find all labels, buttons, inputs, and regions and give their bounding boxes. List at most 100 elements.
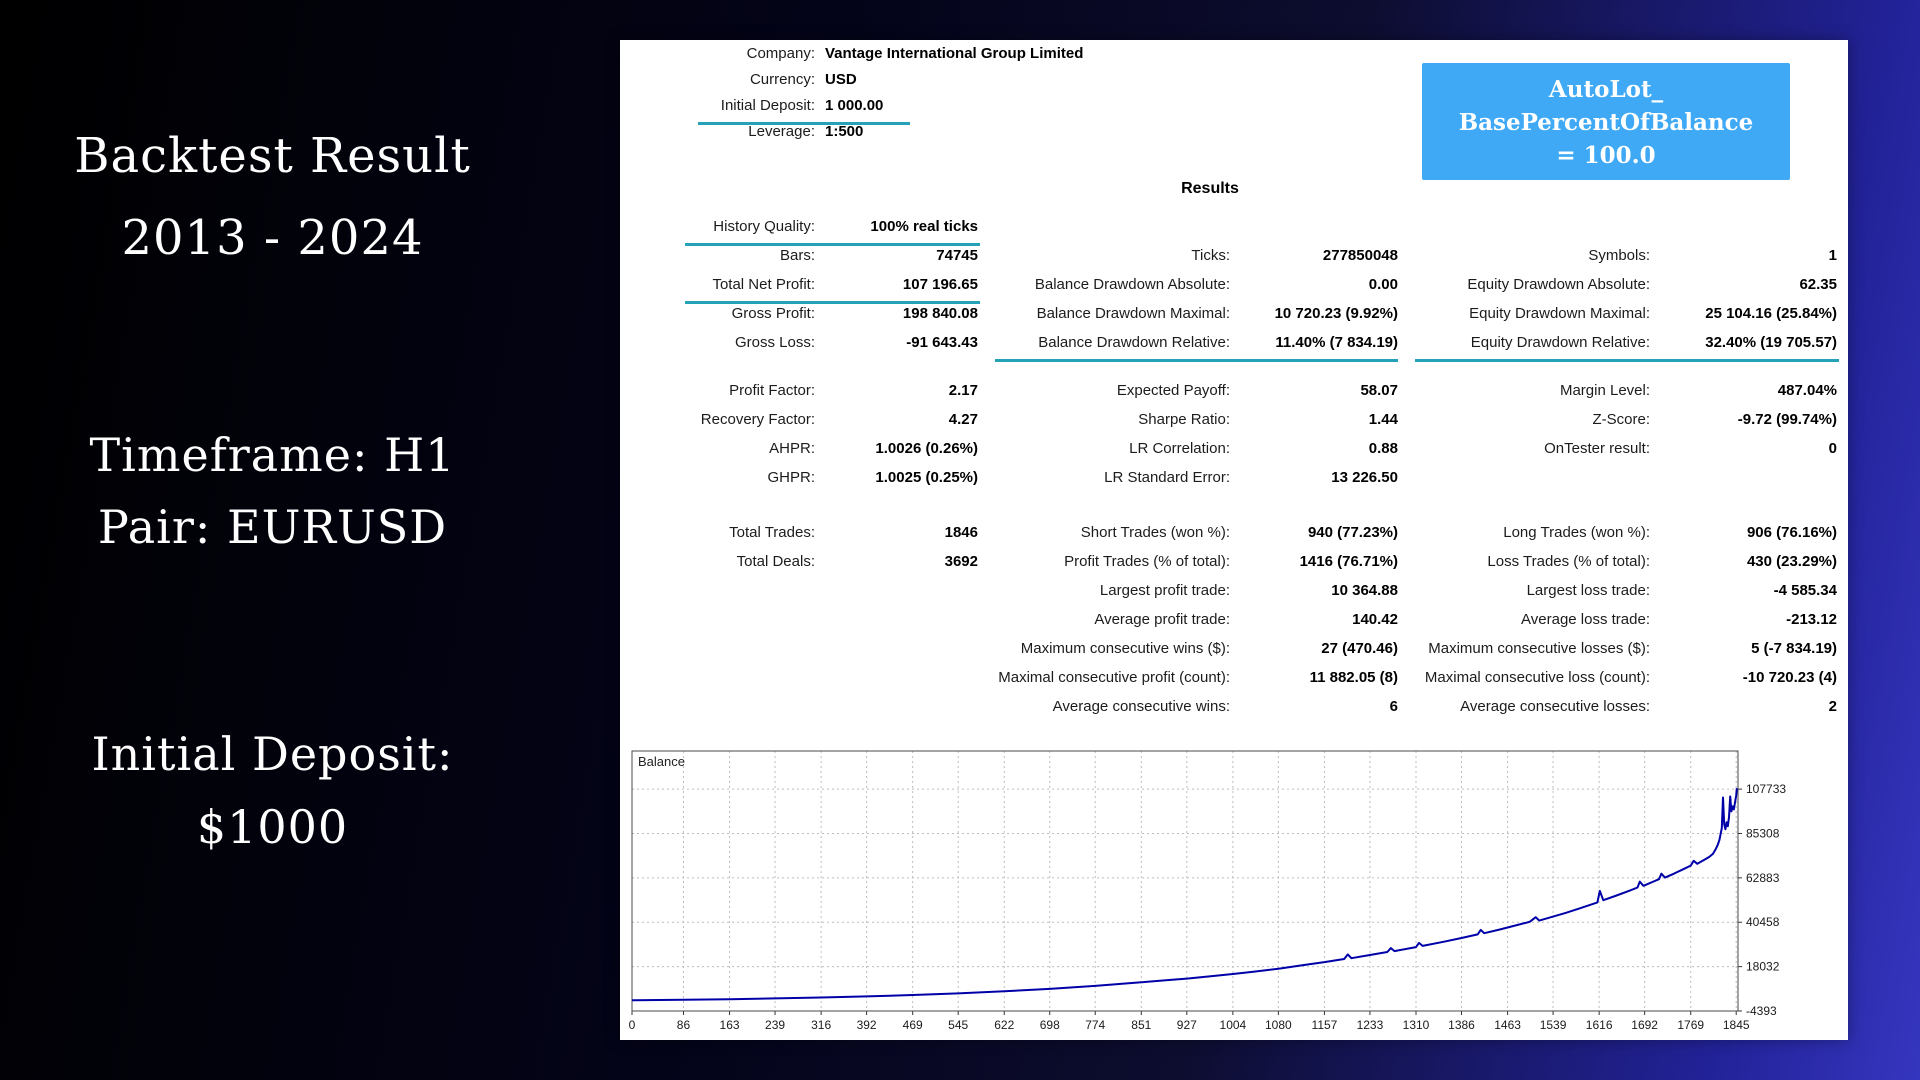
stat-value: 58.07 [1360, 382, 1398, 399]
stat-value: -10 720.23 (4) [1742, 669, 1837, 686]
caption-title-line2: 2013 - 2024 [121, 210, 424, 266]
stat-label: Expected Payoff: [1116, 382, 1230, 399]
stat-label: Recovery Factor: [700, 411, 815, 428]
report-panel: Company: Vantage International Group Limi… [620, 40, 1848, 1040]
stat-label: Average loss trade: [1521, 611, 1650, 628]
stat-value: 277850048 [1322, 247, 1398, 264]
stats-row: Total Deals: 3692 Profit Trades (% of tota… [620, 553, 1848, 575]
x-tick-label: 392 [857, 1018, 877, 1032]
stat-label: Largest profit trade: [1099, 582, 1230, 599]
teal-underline [698, 122, 910, 125]
stat-value: 10 364.88 [1331, 582, 1398, 599]
stat-value: 32.40% (19 705.57) [1705, 334, 1837, 351]
x-tick-label: 1539 [1540, 1018, 1567, 1032]
stat-label: Total Net Profit: [712, 276, 815, 293]
stat-label: Sharpe Ratio: [1138, 411, 1230, 428]
stat-value: 1 [1828, 247, 1837, 264]
y-tick-label: 40458 [1746, 915, 1780, 929]
stat-value: 1846 [944, 524, 978, 541]
caption-pair: Pair: EURUSD [97, 500, 448, 554]
stat-label: Balance Drawdown Maximal: [1036, 305, 1230, 322]
x-tick-label: 622 [994, 1018, 1014, 1032]
stat-value: 1.44 [1368, 411, 1398, 428]
header-label: Currency: [749, 71, 815, 88]
stat-value: 27 (470.46) [1321, 640, 1398, 657]
y-tick-label: 62883 [1746, 871, 1780, 885]
stat-value: 198 840.08 [902, 305, 978, 322]
stat-label: Maximal consecutive loss (count): [1424, 669, 1650, 686]
stat-value: 5 (-7 834.19) [1751, 640, 1837, 657]
stat-value: 6 [1389, 698, 1398, 715]
teal-underline [995, 359, 1398, 362]
stat-label: Average profit trade: [1094, 611, 1230, 628]
x-tick-label: 1463 [1494, 1018, 1521, 1032]
stat-value: 4.27 [948, 411, 978, 428]
caption-deposit-label: Initial Deposit: [91, 727, 454, 781]
plot-border [631, 750, 1739, 1012]
caption-timeframe: Timeframe: H1 [89, 428, 456, 482]
stat-label: Ticks: [1191, 247, 1230, 264]
param-box-line2: BasePercentOfBalance [1458, 109, 1754, 136]
stat-label: GHPR: [767, 469, 815, 486]
header-value: 1:500 [825, 123, 864, 140]
stats-row: Largest profit trade: 10 364.88 Largest lo… [620, 582, 1848, 604]
stat-label: Margin Level: [1559, 382, 1650, 399]
stats-row: Total Trades: 1846 Short Trades (won %): 94… [620, 524, 1848, 546]
balance-chart: 0 86 163 239 316 392 469 545 622 698 774 851 927 1004… [620, 740, 1848, 1040]
stat-value: 11.40% (7 834.19) [1275, 334, 1398, 351]
stat-value: -9.72 (99.74%) [1737, 411, 1837, 428]
x-tick-label: 1004 [1220, 1018, 1247, 1032]
stat-value: 1.0025 (0.25%) [875, 469, 978, 486]
stats-row: Average consecutive wins: 6 Average consec… [620, 698, 1848, 720]
stat-label: Balance Drawdown Absolute: [1034, 276, 1230, 293]
stat-label: Average consecutive wins: [1052, 698, 1230, 715]
x-tick-label: 239 [765, 1018, 785, 1032]
stat-value: 3692 [944, 553, 978, 570]
stat-value: 2.17 [948, 382, 978, 399]
teal-underline [685, 301, 980, 304]
x-tick-label: 1157 [1312, 1018, 1338, 1032]
stat-label: Z-Score: [1592, 411, 1650, 428]
x-tick-label: 1692 [1631, 1018, 1658, 1032]
stat-value: 10 720.23 (9.92%) [1274, 305, 1398, 322]
stats-row: Gross Profit: 198 840.08 Balance Drawdown … [620, 305, 1848, 327]
stat-value: 74745 [936, 247, 978, 264]
stat-value: 100% real ticks [870, 218, 978, 235]
x-tick-label: 774 [1085, 1018, 1105, 1032]
stat-label: LR Standard Error: [1104, 469, 1230, 486]
stat-label: Equity Drawdown Absolute: [1467, 276, 1650, 293]
stat-label: LR Correlation: [1129, 440, 1230, 457]
stat-value: 906 (76.16%) [1746, 524, 1837, 541]
results-title: Results [1181, 180, 1239, 197]
x-tick-label: 86 [677, 1018, 691, 1032]
x-tick-label: 927 [1177, 1018, 1197, 1032]
caption-deposit-amount: $1000 [196, 800, 349, 854]
stat-value: 2 [1828, 698, 1837, 715]
x-tick-label: 545 [948, 1018, 968, 1032]
stat-label: Bars: [779, 247, 815, 264]
stats-row: Recovery Factor: 4.27 Sharpe Ratio: 1.44 Z-S… [620, 411, 1848, 433]
stat-value: 0.88 [1368, 440, 1398, 457]
header-label: Leverage: [748, 123, 815, 140]
stats-row: History Quality: 100% real ticks [620, 218, 1848, 246]
header-label: Company: [746, 45, 815, 62]
x-tick-label: 1845 [1723, 1018, 1750, 1032]
stat-value: 62.35 [1799, 276, 1837, 293]
param-box-line3: = 100.0 [1556, 142, 1656, 169]
stat-value: -213.12 [1786, 611, 1837, 628]
x-tick-label: 163 [720, 1018, 740, 1032]
x-tick-label: 851 [1131, 1018, 1151, 1032]
stat-label: Gross Loss: [734, 334, 815, 351]
y-tick-label: 107733 [1746, 782, 1786, 796]
stat-label: OnTester result: [1544, 440, 1650, 457]
stat-value: -91 643.43 [906, 334, 978, 351]
x-tick-label: 469 [903, 1018, 923, 1032]
stat-label: Loss Trades (% of total): [1487, 553, 1650, 570]
stats-row: Total Net Profit: 107 196.65 Balance Drawd… [620, 276, 1848, 304]
stat-label: Profit Trades (% of total): [1064, 553, 1230, 570]
stat-label: Largest loss trade: [1526, 582, 1650, 599]
param-box: AutoLot_ BasePercentOfBalance = 100.0 [1422, 63, 1790, 180]
x-tick-label: 1386 [1448, 1018, 1475, 1032]
x-tick-label: 316 [811, 1018, 831, 1032]
